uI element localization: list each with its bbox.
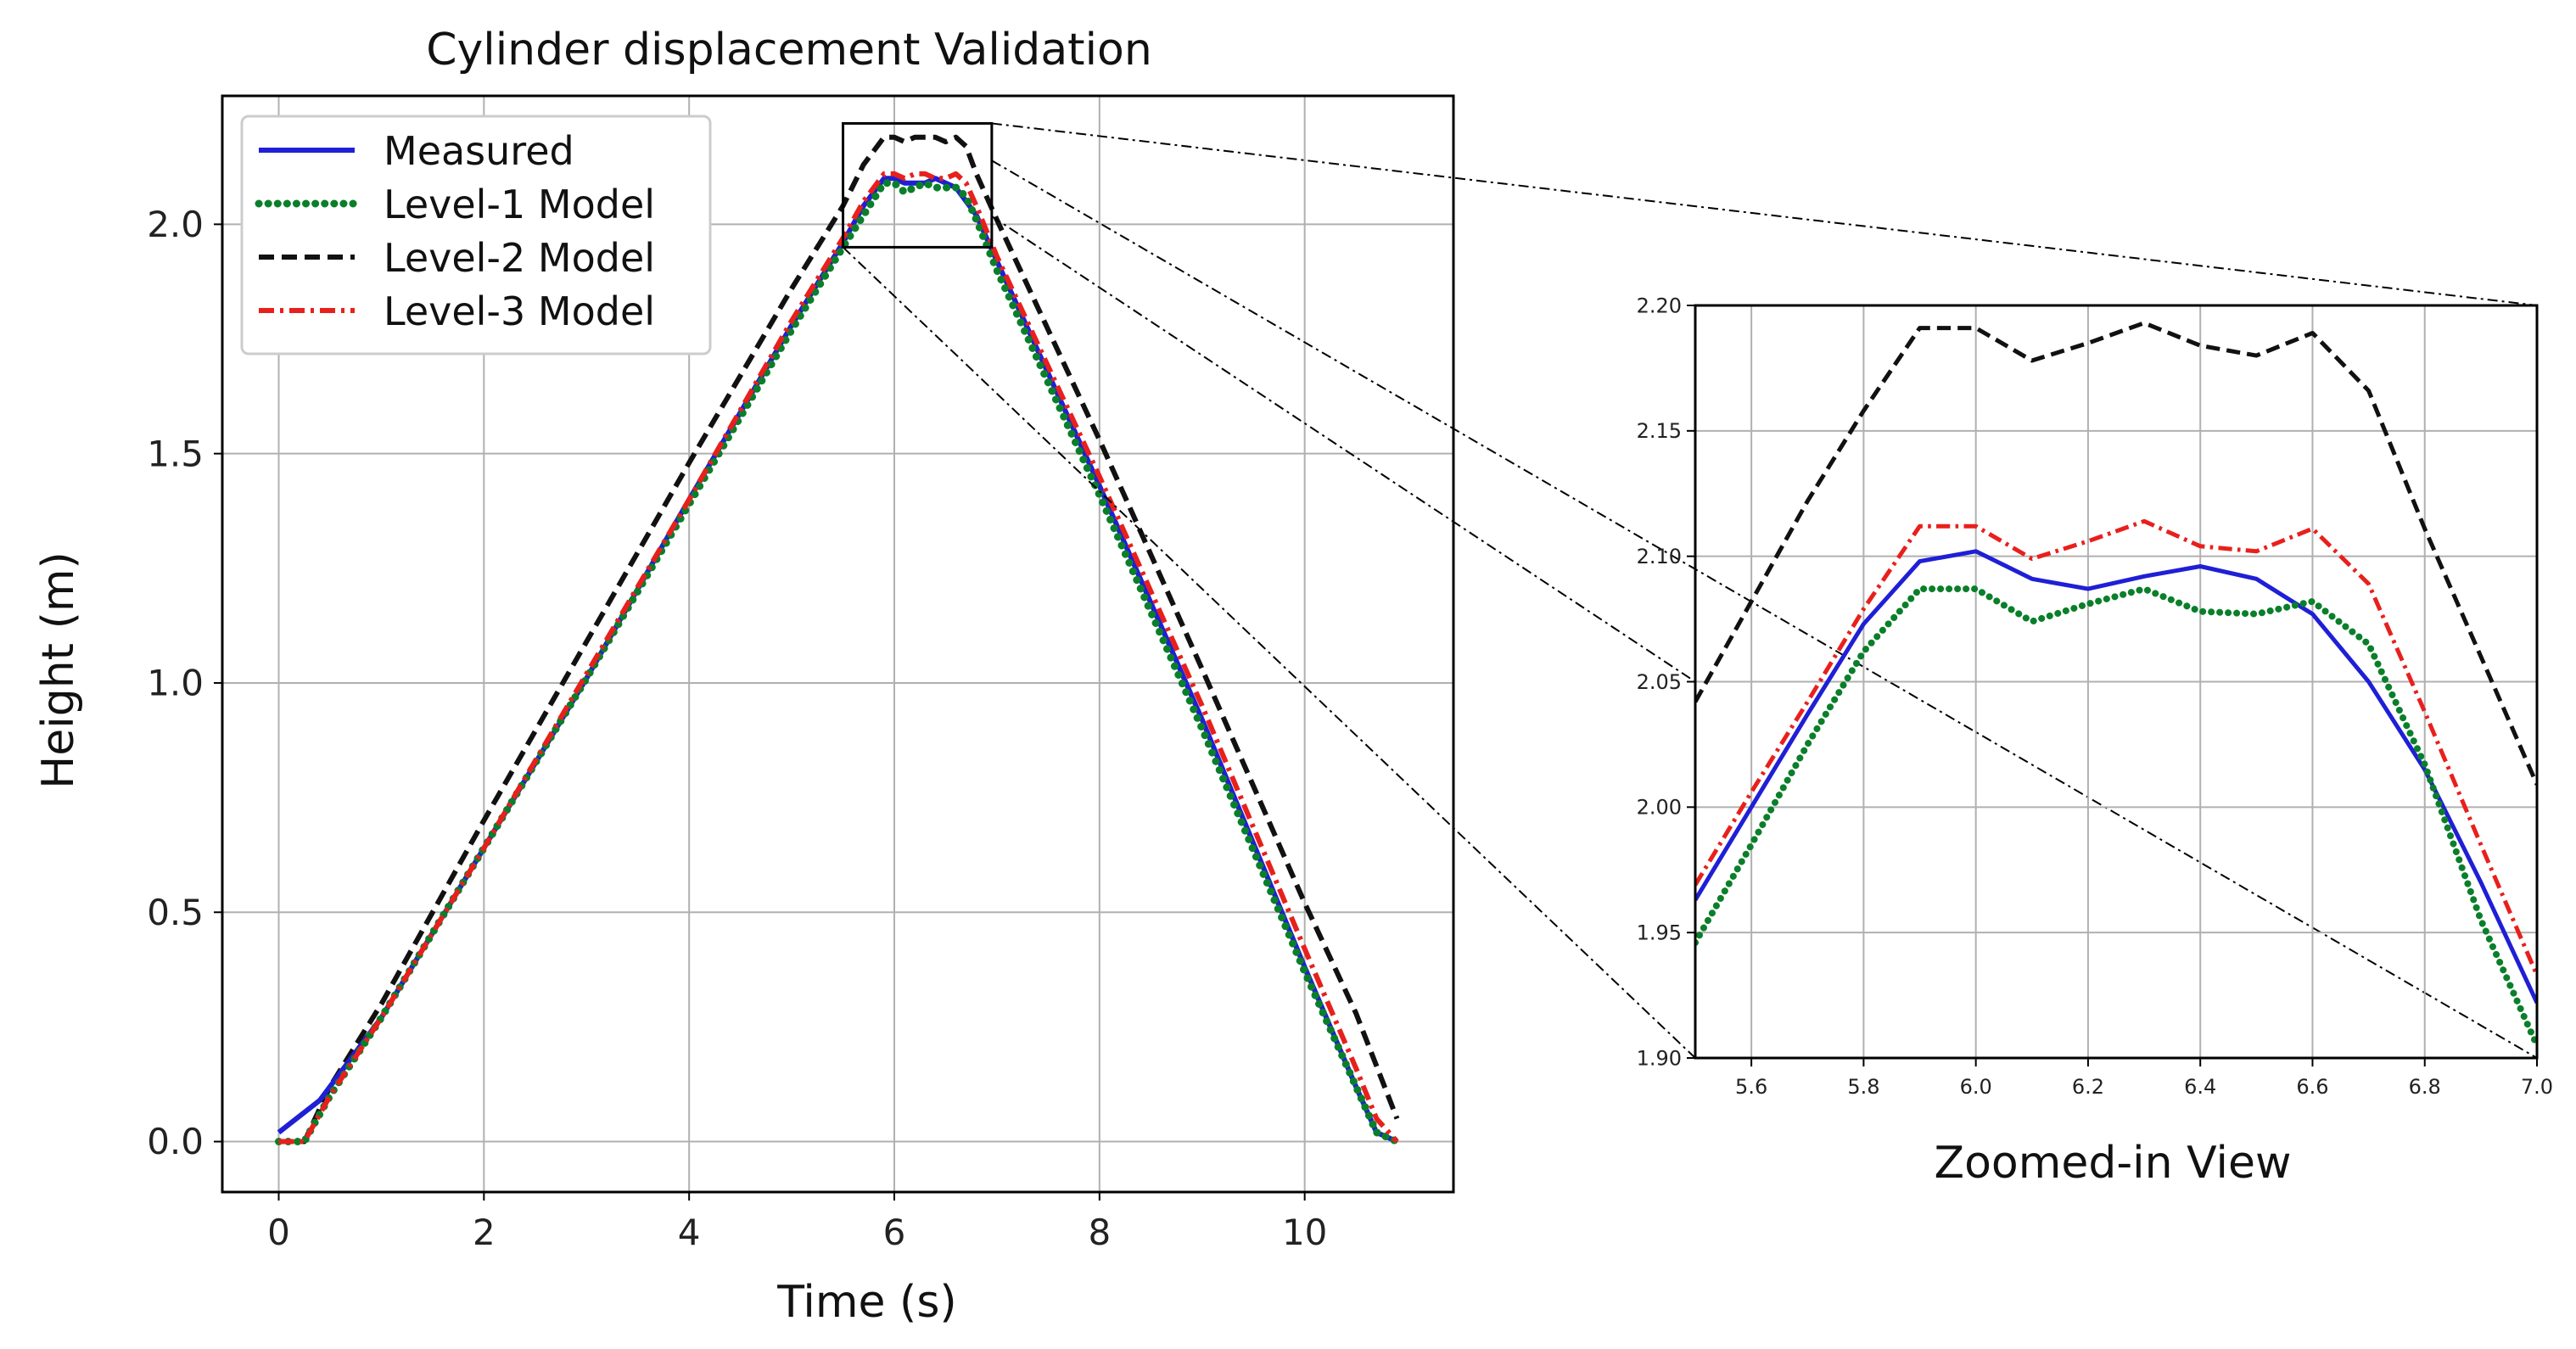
zoom-view-caption: Zoomed-in View xyxy=(1934,1138,2291,1189)
main-y-tick-label: 2.0 xyxy=(147,204,204,245)
legend-box xyxy=(240,115,712,355)
main-chart-title: Cylinder displacement Validation xyxy=(426,25,1152,76)
main-x-tick-label: 8 xyxy=(1088,1212,1111,1253)
main-x-tick-label: 4 xyxy=(678,1212,701,1253)
zoom-connector-line xyxy=(991,160,2538,1059)
zoom-x-tick-label: 7.0 xyxy=(2521,1075,2553,1099)
zoom-x-tick-label: 6.8 xyxy=(2409,1075,2441,1099)
zoom-series-level-2-model xyxy=(1695,321,2537,786)
zoom-connector-lines xyxy=(842,122,2538,1059)
zoom-y-tick-label: 1.90 xyxy=(1637,1046,1682,1070)
zoom-series-level-1-model xyxy=(1695,585,2537,1050)
zoom-x-tick-label: 5.8 xyxy=(1847,1075,1879,1099)
zoom-connector-line xyxy=(991,216,1696,683)
main-y-tick-label: 1.0 xyxy=(147,663,204,704)
zoom-x-tick-label: 6.4 xyxy=(2184,1075,2216,1099)
zoom-x-tick-label: 6.2 xyxy=(2072,1075,2104,1099)
zoom-y-tick-label: 2.20 xyxy=(1637,294,1682,317)
main-y-tick-label: 0.5 xyxy=(147,892,204,933)
main-y-tick-label: 0.0 xyxy=(147,1121,204,1162)
main-x-axis-label: Time (s) xyxy=(776,1277,956,1328)
zoom-y-tick-label: 1.95 xyxy=(1637,921,1682,945)
zoom-connector-line xyxy=(842,246,1696,1059)
legend-label-level-3: Level-3 Model xyxy=(384,288,655,334)
main-series-level-3-model xyxy=(278,171,1399,1145)
zoom-x-ticks: 5.6 5.8 6.0 6.2 6.4 6.6 6.8 7.0 xyxy=(1735,1058,2553,1099)
main-y-ticks: 0.0 0.5 1.0 1.5 2.0 xyxy=(147,204,222,1162)
legend-label-level-1: Level-1 Model xyxy=(384,182,655,227)
zoom-y-ticks: 1.90 1.95 2.00 2.05 2.10 2.15 2.20 xyxy=(1637,294,1695,1070)
main-x-tick-label: 2 xyxy=(473,1212,496,1253)
legend-label-level-2: Level-2 Model xyxy=(384,235,655,281)
zoom-series-level-3-model xyxy=(1695,518,2537,977)
zoom-chart: 5.6 5.8 6.0 6.2 6.4 6.6 6.8 7.0 1.90 1.95 2.00 2.0… xyxy=(1637,294,2554,1189)
legend-label-measured: Measured xyxy=(384,128,574,174)
zoom-y-tick-label: 2.00 xyxy=(1637,796,1682,820)
main-x-tick-label: 10 xyxy=(1282,1212,1327,1253)
zoom-y-tick-label: 2.15 xyxy=(1637,419,1682,443)
zoom-series-measured xyxy=(1695,549,2537,1005)
main-x-tick-label: 0 xyxy=(267,1212,290,1253)
main-series xyxy=(275,134,1401,1145)
zoom-y-tick-label: 2.05 xyxy=(1637,670,1682,694)
zoom-x-tick-label: 6.6 xyxy=(2296,1075,2328,1099)
main-x-tick-label: 6 xyxy=(883,1212,906,1253)
main-y-tick-label: 1.5 xyxy=(147,433,204,474)
zoom-connector-line xyxy=(991,122,2538,306)
main-x-ticks: 0 2 4 6 8 10 xyxy=(267,1192,1327,1253)
main-chart: 0 2 4 6 8 10 0.0 0.5 1.0 1.5 2.0 Cylinder displac… xyxy=(33,25,1455,1328)
main-plot-frame xyxy=(221,94,1455,1194)
zoom-x-tick-label: 5.6 xyxy=(1735,1075,1767,1099)
zoom-x-tick-label: 6.0 xyxy=(1960,1075,1992,1099)
legend: Measured Level-1 Model Level-2 Model Lev… xyxy=(240,115,712,355)
zoom-region-box xyxy=(842,121,994,249)
main-y-axis-label: Height (m) xyxy=(33,551,84,789)
zoom-y-tick-label: 2.10 xyxy=(1637,545,1682,568)
zoom-series xyxy=(1695,321,2537,1050)
